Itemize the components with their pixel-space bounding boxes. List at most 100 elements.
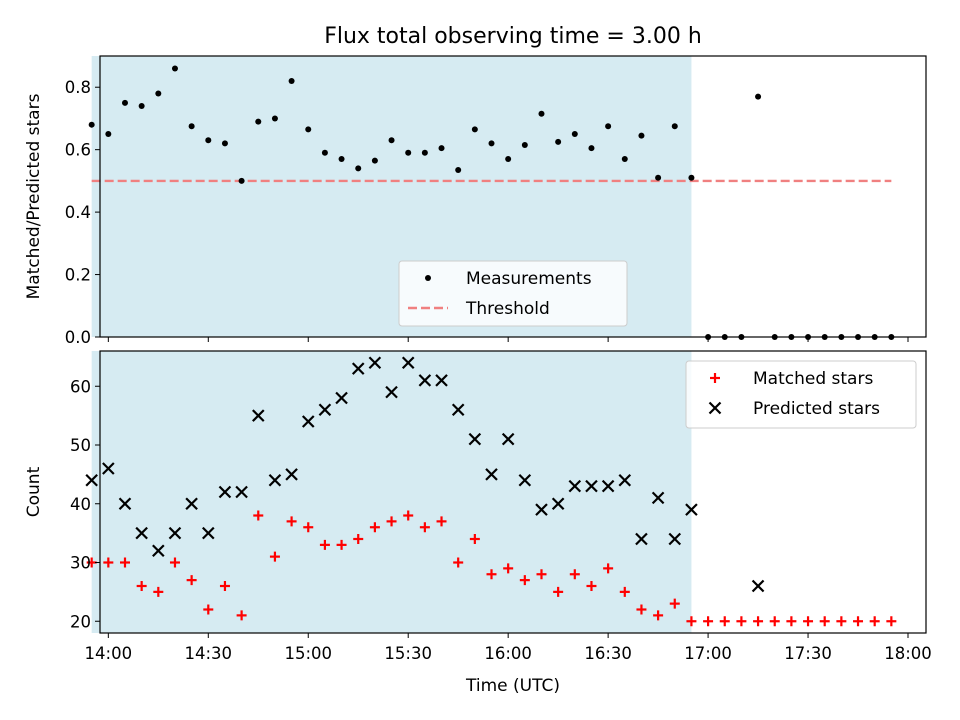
matched-star-point — [736, 616, 747, 627]
measurement-point — [421, 149, 428, 156]
measurement-point — [121, 99, 128, 106]
measurement-point — [505, 156, 512, 163]
y-tick-label: 0.2 — [65, 266, 91, 285]
matched-star-point — [253, 510, 264, 521]
predicted-star-point — [251, 409, 265, 422]
predicted-star-point — [551, 497, 565, 511]
matched-star-point — [786, 616, 797, 627]
predicted-marker-b — [568, 479, 582, 493]
matched-star-point — [153, 586, 164, 597]
predicted-marker-b — [218, 485, 232, 499]
predicted-marker-b — [168, 526, 182, 540]
measurement-point — [371, 157, 378, 164]
x-tick-label: 16:00 — [484, 644, 532, 663]
predicted-marker-b — [651, 491, 665, 505]
measurement-point — [255, 118, 262, 125]
matched-star-point — [586, 581, 597, 591]
predicted-star-point — [168, 526, 182, 540]
y-tick-label: 50 — [70, 436, 91, 455]
legend-box — [398, 260, 628, 327]
matched-star-point — [369, 522, 380, 533]
measurement-point — [188, 123, 195, 130]
predicted-star-point — [335, 391, 348, 405]
measurement-point — [305, 126, 312, 133]
predicted-marker-b — [535, 503, 548, 516]
measurement-point — [88, 121, 95, 128]
predicted-marker-b — [468, 432, 482, 446]
measurement-point — [455, 166, 462, 173]
matched-star-point — [803, 616, 814, 627]
matched-star-point — [103, 557, 114, 568]
predicted-star-point — [185, 497, 198, 511]
measurement-point — [288, 77, 295, 84]
matched-star-point — [569, 569, 580, 580]
legend-label: Measurements — [466, 269, 592, 289]
predicted-marker-b — [85, 473, 98, 487]
predicted-star-point — [85, 473, 98, 487]
y-tick-label: 0.4 — [65, 203, 91, 222]
x-tick-label: 15:30 — [384, 644, 432, 663]
predicted-marker-b — [202, 526, 215, 540]
predicted-star-point — [468, 432, 482, 446]
matched-star-point — [686, 616, 697, 627]
predicted-star-point — [685, 503, 698, 516]
matched-star-point — [853, 616, 864, 627]
legend-label: Threshold — [465, 299, 550, 319]
measurement-point — [521, 141, 528, 148]
legend: Matched stars Predicted stars — [685, 360, 917, 429]
x-tick-label: 18:00 — [884, 644, 932, 663]
predicted-marker-b — [251, 409, 265, 422]
measurement-point — [405, 149, 412, 156]
chart-title: Flux total observing time = 3.00 h — [324, 24, 702, 49]
measurement-point — [538, 110, 545, 117]
measurement-point — [171, 65, 178, 72]
matched-star-point — [719, 616, 730, 627]
measurement-point — [488, 140, 495, 147]
y-tick-label: 20 — [70, 612, 91, 631]
measurement-point — [338, 156, 345, 163]
matched-star-point — [286, 516, 297, 527]
y-tick-label: 30 — [70, 554, 91, 573]
predicted-marker-b — [135, 526, 148, 540]
x-tick-label: 14:00 — [85, 644, 133, 663]
matched-star-point — [753, 616, 764, 627]
axes-frame — [99, 350, 927, 634]
predicted-star-point — [751, 579, 765, 593]
measurement-point — [321, 149, 328, 156]
predicted-marker-b — [401, 356, 415, 370]
matched-star-point — [603, 563, 614, 574]
matched-star-point — [819, 616, 830, 627]
matched-star-point — [353, 534, 364, 544]
x-tick-label: 14:30 — [185, 644, 233, 663]
matched-star-point — [619, 586, 630, 597]
matched-star-point — [636, 604, 647, 615]
predicted-star-point — [501, 432, 515, 446]
predicted-marker-b — [485, 468, 498, 481]
predicted-star-point — [235, 485, 248, 499]
matched-star-point — [869, 616, 880, 627]
measurement-point — [655, 174, 662, 181]
legend: Measurements Threshold — [398, 260, 628, 327]
matched-star-point — [769, 616, 780, 627]
predicted-marker-b — [751, 579, 765, 593]
matched-star-point — [186, 575, 197, 586]
predicted-marker-b — [435, 374, 448, 387]
x-tick-label: 17:30 — [784, 644, 832, 663]
predicted-marker-b — [235, 485, 248, 499]
matched-star-point — [303, 522, 314, 533]
predicted-marker-b — [301, 415, 315, 428]
matched-star-point — [669, 598, 680, 609]
predicted-star-point — [518, 473, 532, 487]
matched-star-point — [136, 581, 147, 591]
matched-star-point — [453, 557, 464, 568]
predicted-star-point — [368, 356, 382, 370]
predicted-marker-b — [635, 532, 648, 546]
matched-star-point — [219, 581, 230, 591]
predicted-star-point — [535, 503, 548, 516]
predicted-marker-b — [285, 468, 298, 481]
predicted-star-point — [102, 462, 115, 475]
measurement-point — [688, 174, 695, 181]
predicted-marker-b — [102, 462, 115, 475]
predicted-star-point — [485, 468, 498, 481]
